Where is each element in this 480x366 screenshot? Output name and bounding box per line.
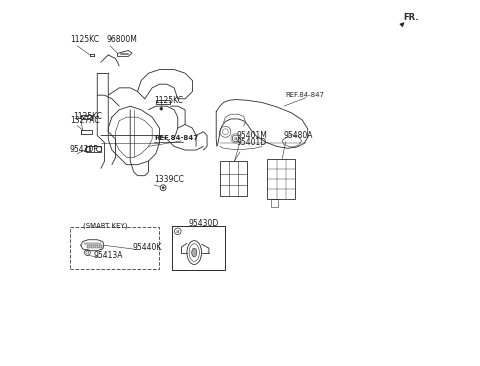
Bar (267, 159, 295, 199)
Circle shape (160, 107, 163, 110)
Text: 1125KC: 1125KC (70, 35, 99, 44)
Text: 1327AC: 1327AC (70, 116, 99, 125)
Text: 96800M: 96800M (107, 35, 137, 44)
Text: 95420F: 95420F (70, 145, 98, 154)
Bar (271, 199, 278, 207)
Bar (95, 245, 98, 248)
Bar (220, 161, 247, 196)
Text: REF.84-847: REF.84-847 (154, 135, 198, 141)
Text: 1125KC: 1125KC (73, 112, 102, 121)
Text: FR.: FR. (403, 13, 419, 22)
Bar (99, 245, 102, 248)
Text: 95401D: 95401D (236, 138, 266, 147)
Text: 95413A: 95413A (94, 251, 123, 260)
Text: a: a (234, 136, 237, 141)
Bar (172, 226, 226, 270)
Text: 95440K: 95440K (132, 243, 161, 252)
Bar (91, 245, 94, 248)
Text: REF.84-847: REF.84-847 (286, 92, 325, 98)
Ellipse shape (192, 248, 197, 257)
Text: a: a (176, 229, 180, 234)
Text: 95401M: 95401M (236, 131, 267, 140)
Text: 95430D: 95430D (189, 219, 219, 228)
Text: 1339CC: 1339CC (154, 175, 184, 184)
Bar (87, 245, 90, 248)
Text: 95480A: 95480A (284, 131, 313, 140)
Circle shape (162, 187, 164, 189)
Text: 1125KC: 1125KC (154, 96, 183, 105)
Text: (SMART KEY): (SMART KEY) (84, 223, 128, 229)
